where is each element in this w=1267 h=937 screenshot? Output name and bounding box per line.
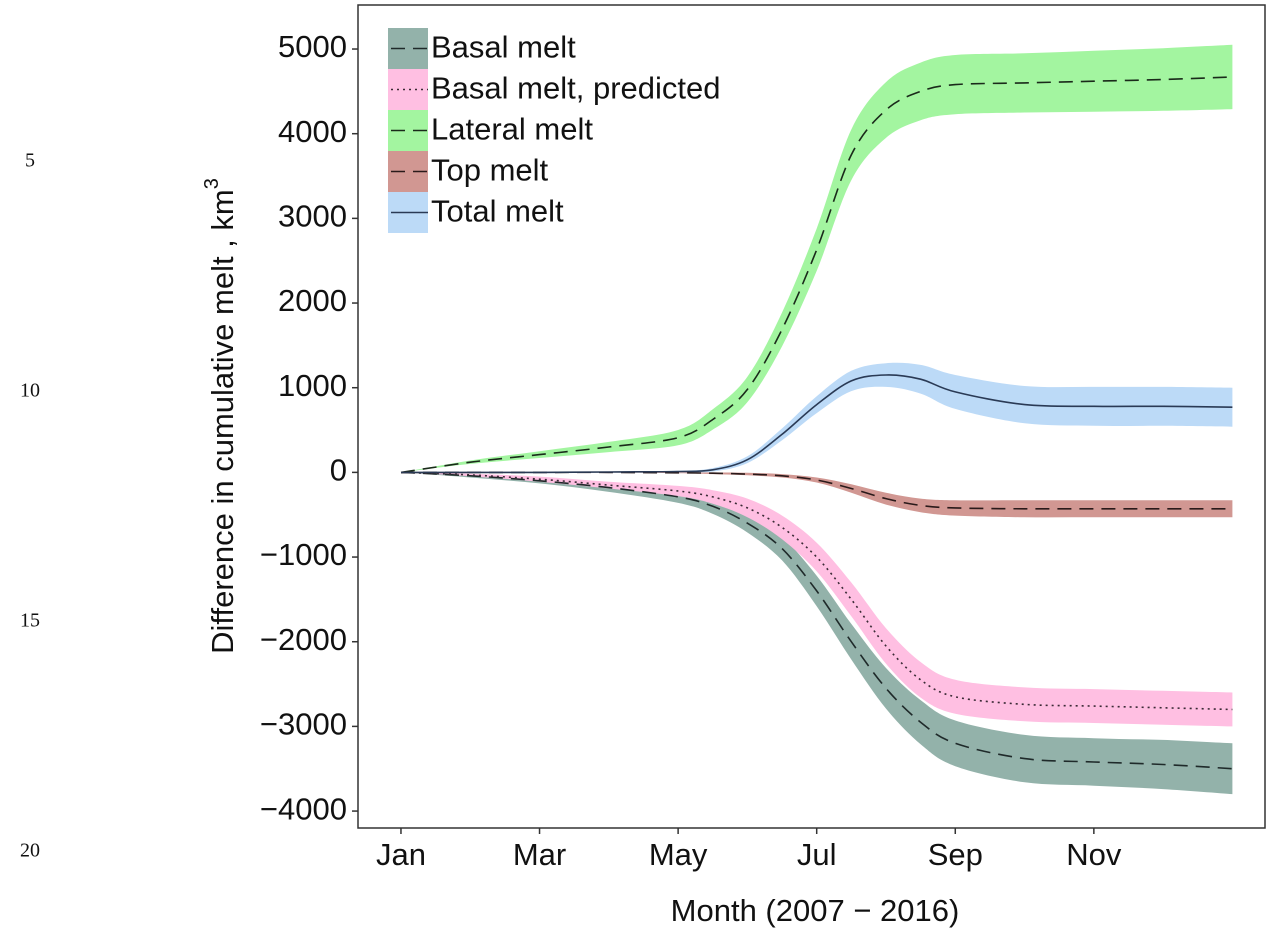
x-tick-label: Nov bbox=[1066, 837, 1122, 872]
y-tick-label: 0 bbox=[330, 453, 347, 488]
series-line bbox=[400, 471, 1233, 770]
legend-label: Lateral melt bbox=[431, 112, 593, 147]
y-tick-label: −3000 bbox=[260, 707, 347, 742]
line-number: 5 bbox=[25, 150, 35, 172]
y-axis-label: Difference in cumulative melt , km3 bbox=[201, 178, 240, 654]
y-tick-label: 2000 bbox=[278, 283, 347, 318]
y-tick-label: 1000 bbox=[278, 368, 347, 403]
line-number: 20 bbox=[20, 840, 40, 862]
y-tick-label: 3000 bbox=[278, 199, 347, 234]
confidence-band bbox=[401, 44, 1233, 473]
confidence-band bbox=[401, 472, 1233, 795]
y-tick-label: 4000 bbox=[278, 114, 347, 149]
plot-frame bbox=[357, 4, 1266, 829]
y-tick-label: −1000 bbox=[260, 537, 347, 572]
y-axis-label-superscript: 3 bbox=[201, 178, 223, 189]
confidence-band bbox=[401, 362, 1233, 473]
legend-label: Total melt bbox=[431, 194, 564, 229]
series-line bbox=[400, 76, 1233, 474]
y-tick-label: −2000 bbox=[260, 622, 347, 657]
y-tick-label: 5000 bbox=[278, 29, 347, 64]
confidence-band bbox=[401, 472, 1233, 518]
y-tick-label: −4000 bbox=[260, 791, 347, 826]
confidence-band bbox=[401, 472, 1233, 727]
series-line bbox=[401, 374, 1233, 474]
x-tick-label: Jan bbox=[376, 837, 426, 872]
line-number: 15 bbox=[20, 610, 40, 632]
legend-label: Basal melt bbox=[431, 30, 576, 65]
x-axis-label: Month (2007 − 2016) bbox=[671, 893, 960, 928]
y-axis-label-text: Difference in cumulative melt , km bbox=[205, 189, 240, 654]
line-number: 10 bbox=[20, 380, 40, 402]
x-tick-label: May bbox=[649, 837, 708, 872]
x-tick-label: Sep bbox=[928, 837, 983, 872]
x-tick-label: Mar bbox=[513, 837, 566, 872]
legend-label: Top melt bbox=[431, 153, 549, 188]
legend-label: Basal melt, predicted bbox=[431, 71, 720, 106]
x-tick-label: Jul bbox=[797, 837, 837, 872]
